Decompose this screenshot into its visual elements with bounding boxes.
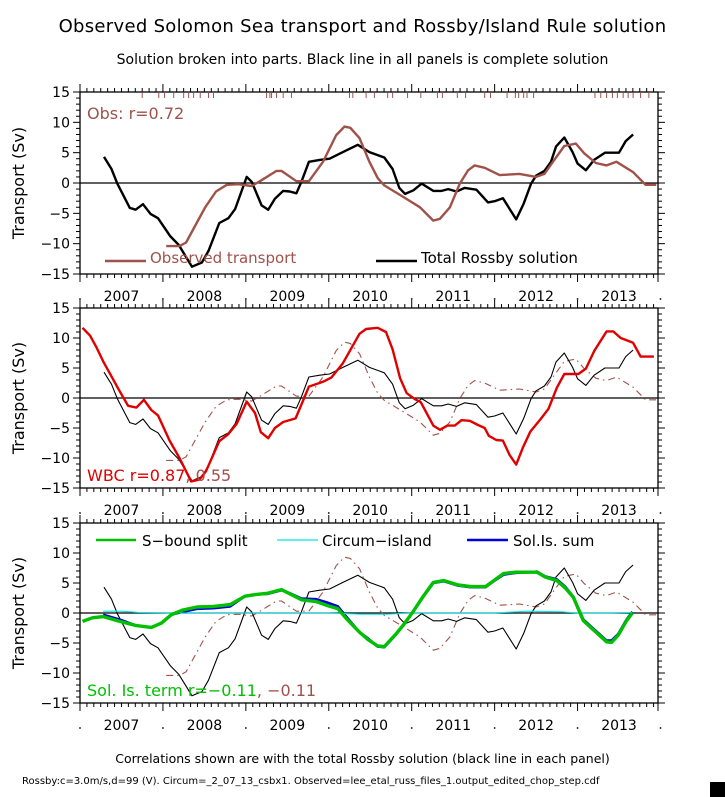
series-line-observed xyxy=(166,341,657,461)
x-tick-label: 2009 xyxy=(269,503,305,519)
y-tick-label: 15 xyxy=(52,301,70,317)
y-axis-label: Transport (Sv) xyxy=(9,342,28,455)
x-tick-label: 2008 xyxy=(187,718,223,734)
y-tick-label: −5 xyxy=(49,636,70,652)
x-tick-label: 2012 xyxy=(518,503,554,519)
series-line-rossby xyxy=(103,564,634,697)
x-tick-label: 2013 xyxy=(601,718,637,734)
legend-label-circum: Circum−island xyxy=(322,532,432,550)
x-tick-label: 2011 xyxy=(435,503,471,519)
x-tick-label: 2007 xyxy=(104,718,140,734)
legend-label-rossby: Total Rossby solution xyxy=(420,249,578,267)
panel-annotation: Obs: r=0.72 xyxy=(87,104,184,123)
y-tick-label: −5 xyxy=(49,421,70,437)
x-tick-label: 2012 xyxy=(518,718,554,734)
legend-label-observed: Observed transport xyxy=(150,249,296,267)
panel-middle: 15 10 5 0 −5 −10 −15 Transport (Sv) 2007 2008 2009… xyxy=(9,300,665,519)
x-year-dot xyxy=(659,298,662,300)
x-year-dot xyxy=(493,727,496,729)
x-tick-label: 2013 xyxy=(601,503,637,519)
y-tick-label: 0 xyxy=(61,176,70,192)
correlation-footnote: Correlations shown are with the total Ro… xyxy=(115,751,610,766)
x-year-dot xyxy=(410,298,413,300)
y-tick-label: −10 xyxy=(40,237,70,253)
x-year-dot xyxy=(244,727,247,729)
y-tick-label: 5 xyxy=(61,146,70,162)
annotation-obs-r: , −0.11 xyxy=(257,681,316,700)
x-tick-label: 2007 xyxy=(104,289,140,305)
x-year-dot xyxy=(659,512,662,514)
y-tick-label: 15 xyxy=(52,85,70,101)
x-year-dot xyxy=(244,512,247,514)
y-tick-label: −10 xyxy=(40,666,70,682)
y-tick-label: −15 xyxy=(40,267,70,283)
y-tick-label: 0 xyxy=(61,391,70,407)
x-year-dot xyxy=(162,298,164,300)
x-tick-label: 2008 xyxy=(187,289,223,305)
series-line-observed xyxy=(166,125,657,248)
x-tick-label: 2011 xyxy=(435,718,471,734)
x-year-dot xyxy=(162,512,164,514)
x-year-dot xyxy=(162,727,164,729)
x-year-dot xyxy=(410,727,413,729)
legend-label-s-bound: S−bound split xyxy=(142,532,248,550)
x-year-dot xyxy=(576,512,579,514)
x-tick-label: 2008 xyxy=(187,503,223,519)
series-line-rossby xyxy=(103,349,634,482)
x-year-dot xyxy=(493,512,496,514)
x-year-dot xyxy=(327,512,330,514)
x-tick-label: 2009 xyxy=(269,289,305,305)
x-year-dot xyxy=(493,298,496,300)
x-tick-label: 2010 xyxy=(352,503,388,519)
x-tick-label: 2010 xyxy=(352,718,388,734)
panel-annotation: WBC r=0.87, 0.55 xyxy=(87,466,231,485)
panel-bottom: 15 10 5 0 −5 −10 −15 Transport (Sv) 2007 2008 2009… xyxy=(9,515,665,734)
series-line-wbc xyxy=(81,326,654,483)
y-tick-label: 10 xyxy=(52,115,70,131)
x-tick-label: 2013 xyxy=(601,289,637,305)
source-footnote: Rossby:c=3.0m/s,d=99 (V). Circum=_2_07_1… xyxy=(22,776,600,787)
y-tick-label: 15 xyxy=(52,516,70,532)
y-tick-label: 10 xyxy=(52,546,70,562)
corner-marker xyxy=(710,782,725,797)
series-line-s_bound xyxy=(81,570,634,649)
y-tick-label: −5 xyxy=(49,206,70,222)
x-year-dot xyxy=(327,298,330,300)
x-year-dot xyxy=(327,727,330,729)
x-year-dot xyxy=(576,727,579,729)
annotation-wbc-r: WBC r=0.87 xyxy=(87,466,185,485)
x-year-dot xyxy=(244,298,247,300)
x-year-dot xyxy=(576,298,579,300)
y-tick-label: 10 xyxy=(52,331,70,347)
x-year-dot xyxy=(410,512,413,514)
x-year-dot xyxy=(659,727,662,729)
series-line-rossby xyxy=(102,133,634,268)
y-axis-label: Transport (Sv) xyxy=(9,557,28,670)
y-tick-label: −15 xyxy=(40,696,70,712)
x-tick-label: 2010 xyxy=(352,289,388,305)
x-tick-label: 2009 xyxy=(269,718,305,734)
x-tick-label: 2011 xyxy=(435,289,471,305)
y-tick-label: −10 xyxy=(40,451,70,467)
y-axis-label: Transport (Sv) xyxy=(9,127,28,240)
x-year-dot xyxy=(79,727,81,729)
chart-title: Observed Solomon Sea transport and Rossb… xyxy=(58,16,667,37)
y-tick-label: −15 xyxy=(40,481,70,497)
x-year-dot xyxy=(79,298,81,300)
chart-subtitle: Solution broken into parts. Black line i… xyxy=(116,52,609,68)
annotation-obs-r: , 0.55 xyxy=(185,466,231,485)
x-year-dot xyxy=(79,512,81,514)
panel-annotation: Sol. Is. term r=−0.11, −0.11 xyxy=(87,681,316,700)
y-tick-label: 5 xyxy=(61,361,70,377)
x-tick-label: 2007 xyxy=(104,503,140,519)
y-tick-label: 0 xyxy=(61,606,70,622)
x-tick-label: 2012 xyxy=(518,289,554,305)
legend-label-sol-is-sum: Sol.Is. sum xyxy=(513,532,594,550)
y-tick-label: 5 xyxy=(61,576,70,592)
series-line-circum xyxy=(103,610,633,615)
annotation-solis-r: Sol. Is. term r=−0.11 xyxy=(87,681,257,700)
panel-top: 15 10 5 0 −5 −10 −15 Transport (Sv) 2007 2008 2009… xyxy=(9,84,665,305)
